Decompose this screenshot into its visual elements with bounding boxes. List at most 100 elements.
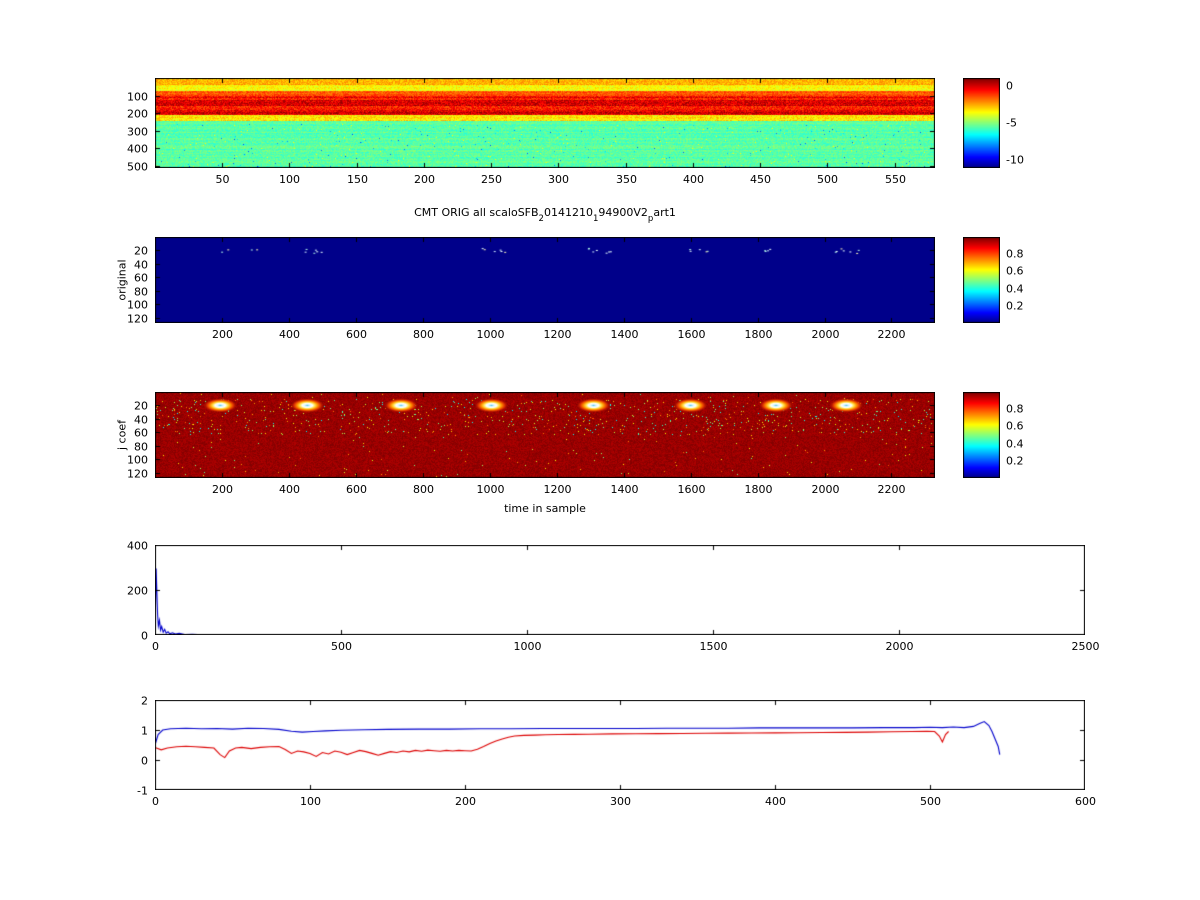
colorbar-j-coef: [963, 392, 1000, 478]
x-tick-label: 400: [683, 173, 704, 186]
y-tick-label: 1: [141, 724, 148, 737]
y-tick-label: 120: [127, 467, 148, 480]
y-tick-label: 400: [127, 539, 148, 552]
y-tick-label: 80: [134, 285, 148, 298]
x-tick-label: 250: [481, 173, 502, 186]
colorbar-tick-label: -10: [1006, 153, 1024, 167]
x-tick-label: 100: [279, 173, 300, 186]
colorbar-tick-label: 0.2: [1006, 454, 1024, 468]
y-tick-label: 120: [127, 312, 148, 325]
x-tick-label: 100: [300, 795, 321, 808]
x-tick-label: 2000: [811, 328, 840, 341]
x-tick-label: 2000: [811, 483, 840, 496]
ylabel-j-coef: j coef: [115, 420, 129, 450]
y-tick-label: 20: [134, 399, 148, 412]
x-tick-label: 200: [212, 483, 233, 496]
x-tick-label: 1400: [610, 483, 639, 496]
colorbar-tick-label: 0: [1006, 79, 1013, 93]
x-tick-label: 800: [413, 328, 434, 341]
x-tick-label: 200: [455, 795, 476, 808]
colorbar-tick-label: 0.8: [1006, 402, 1024, 416]
title-segment: CMT ORIG all scaloSFB: [414, 206, 539, 219]
x-tick-label: 2500: [1071, 640, 1100, 653]
title-subscript: 1: [592, 214, 599, 224]
y-tick-label: 80: [134, 440, 148, 453]
x-tick-label: 1200: [543, 328, 572, 341]
x-tick-label: 500: [817, 173, 838, 186]
original-heatmap: [155, 237, 935, 323]
line-plot-counts: [155, 545, 1085, 635]
y-tick-label: 100: [127, 298, 148, 311]
spectrogram-heatmap: [155, 78, 935, 168]
y-tick-label: 200: [127, 107, 148, 120]
x-tick-label: 1000: [476, 483, 505, 496]
x-tick-label: 2200: [877, 328, 906, 341]
x-tick-label: 1200: [543, 483, 572, 496]
y-tick-label: 0: [141, 754, 148, 767]
title-segment: art1: [653, 206, 676, 219]
x-tick-label: 1600: [677, 483, 706, 496]
x-tick-label: 2000: [885, 640, 914, 653]
title-subscript: p: [647, 214, 654, 224]
line-plot-ratios: [155, 700, 1085, 790]
y-tick-label: 40: [134, 258, 148, 271]
x-tick-label: 300: [548, 173, 569, 186]
title-subscript: 2: [538, 214, 544, 224]
x-tick-label: 550: [885, 173, 906, 186]
colorbar-tick-label: -5: [1006, 116, 1017, 130]
x-tick-label: 400: [279, 328, 300, 341]
x-tick-label: 1800: [744, 483, 773, 496]
x-tick-label: 350: [616, 173, 637, 186]
x-tick-label: 600: [1075, 795, 1096, 808]
x-tick-label: 1000: [513, 640, 542, 653]
x-tick-label: 200: [414, 173, 435, 186]
title-segment: 94900V2: [598, 206, 648, 219]
colorbar-original: [963, 237, 1000, 323]
y-tick-label: 100: [127, 453, 148, 466]
y-tick-label: 60: [134, 271, 148, 284]
x-tick-label: 400: [765, 795, 786, 808]
y-tick-label: 400: [127, 142, 148, 155]
xlabel-time-in-sample: time in sample: [504, 502, 586, 515]
x-tick-label: 0: [152, 640, 159, 653]
x-tick-label: 1400: [610, 328, 639, 341]
y-tick-label: 0: [141, 629, 148, 642]
x-tick-label: 400: [279, 483, 300, 496]
x-tick-label: 1800: [744, 328, 773, 341]
x-tick-label: 450: [750, 173, 771, 186]
x-tick-label: 500: [331, 640, 352, 653]
x-tick-label: 600: [346, 483, 367, 496]
y-tick-label: 500: [127, 160, 148, 173]
colorbar-tick-label: 0.8: [1006, 247, 1024, 261]
y-tick-label: 200: [127, 584, 148, 597]
title-segment: 0141210: [543, 206, 593, 219]
x-tick-label: 2200: [877, 483, 906, 496]
ylabel-original: original: [115, 259, 129, 301]
chart-title: CMT ORIG all scaloSFB20141210194900V2par…: [414, 206, 676, 224]
colorbar-tick-label: 0.4: [1006, 437, 1024, 451]
x-tick-label: 200: [212, 328, 233, 341]
y-tick-label: 300: [127, 125, 148, 138]
x-tick-label: 1600: [677, 328, 706, 341]
colorbar-tick-label: 0.6: [1006, 264, 1024, 278]
y-tick-label: 2: [141, 694, 148, 707]
x-tick-label: 1500: [699, 640, 728, 653]
colorbar-tick-label: 0.4: [1006, 282, 1024, 296]
y-tick-label: -1: [137, 784, 148, 797]
x-tick-label: 1000: [476, 328, 505, 341]
y-tick-label: 40: [134, 413, 148, 426]
colorbar-spectrogram: [963, 78, 1000, 168]
x-tick-label: 800: [413, 483, 434, 496]
x-tick-label: 50: [215, 173, 230, 186]
y-tick-label: 60: [134, 426, 148, 439]
x-tick-label: 150: [347, 173, 368, 186]
x-tick-label: 500: [920, 795, 941, 808]
colorbar-tick-label: 0.6: [1006, 419, 1024, 433]
x-tick-label: 300: [610, 795, 631, 808]
y-tick-label: 20: [134, 244, 148, 257]
x-tick-label: 0: [152, 795, 159, 808]
j-coef-heatmap: [155, 392, 935, 478]
colorbar-tick-label: 0.2: [1006, 299, 1024, 313]
y-tick-label: 100: [127, 90, 148, 103]
